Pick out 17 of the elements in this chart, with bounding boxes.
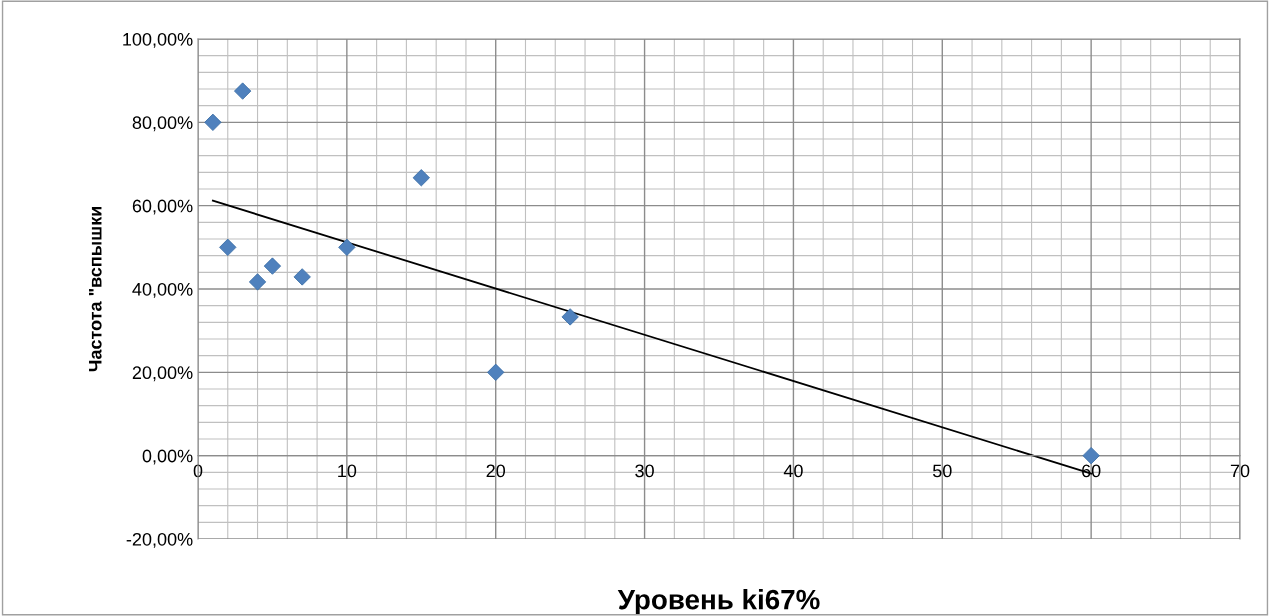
- x-tick-label: 60: [1082, 464, 1101, 478]
- y-tick-label: -20,00%: [126, 532, 193, 548]
- y-tick-label: 20,00%: [132, 366, 193, 382]
- y-tick-label: 60,00%: [132, 199, 193, 215]
- y-tick-label: 80,00%: [132, 116, 193, 132]
- x-axis-title: Уровень ki67%: [617, 589, 820, 615]
- x-tick-label: 0: [193, 464, 203, 478]
- y-tick-label: 100,00%: [123, 32, 193, 48]
- y-axis-title: Частота "вспышки: [89, 206, 102, 372]
- x-tick-label: 40: [783, 464, 803, 478]
- x-tick-label: 70: [1230, 464, 1250, 478]
- x-tick-label: 10: [338, 464, 357, 478]
- y-tick-label: 40,00%: [132, 282, 193, 298]
- y-tick-label: 0,00%: [142, 449, 193, 465]
- x-tick-label: 20: [486, 464, 506, 478]
- x-tick-label: 50: [932, 464, 952, 478]
- x-tick-label: 30: [635, 464, 654, 478]
